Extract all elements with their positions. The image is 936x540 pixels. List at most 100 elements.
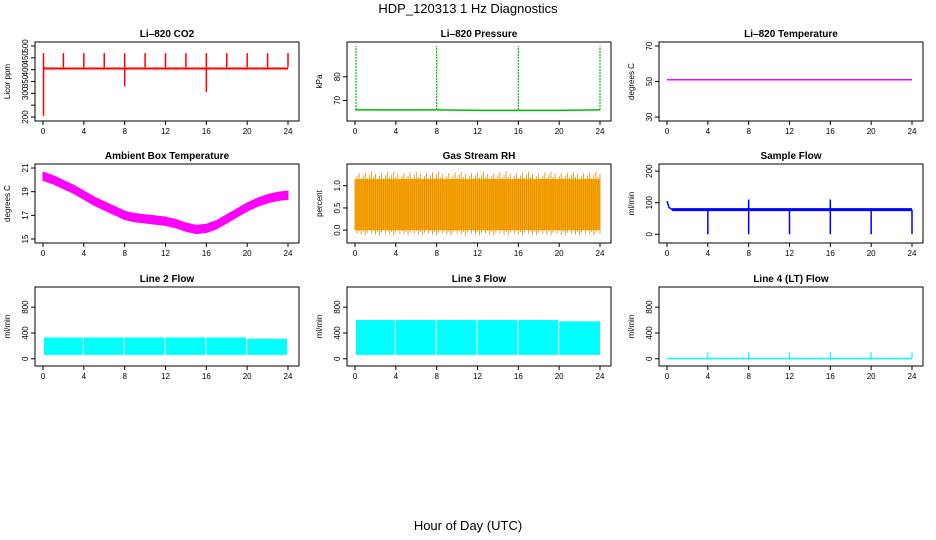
- y-axis-label: ml/min: [627, 315, 636, 339]
- x-tick-label: 0: [41, 249, 46, 258]
- chart-title: Gas Stream RH: [443, 151, 516, 162]
- x-tick-label: 24: [908, 372, 917, 381]
- flow-segment: [559, 321, 600, 355]
- x-tick-label: 12: [161, 249, 170, 258]
- x-tick-label: 20: [867, 372, 876, 381]
- y-tick-label: 0: [645, 231, 654, 236]
- x-tick-label: 24: [908, 249, 917, 258]
- x-tick-label: 16: [826, 127, 835, 136]
- y-axis-label: ml/min: [315, 315, 324, 339]
- x-tick-label: 24: [284, 127, 293, 136]
- plot-frame: [346, 286, 612, 367]
- y-tick-label: 19: [21, 187, 30, 196]
- y-tick-label: 21: [21, 163, 30, 172]
- x-tick-label: 20: [243, 127, 252, 136]
- y-tick-label: 0: [333, 356, 342, 361]
- y-axis-label: ml/min: [3, 315, 12, 339]
- x-tick-label: 8: [746, 372, 751, 381]
- x-tick-label: 4: [394, 249, 399, 258]
- x-tick-label: 16: [514, 372, 523, 381]
- x-tick-label: 4: [82, 372, 87, 381]
- panel-line-3-flow: Line 3 Flow ml/min 0 4 8 12 16 20 24 0 400 800: [315, 274, 612, 381]
- x-tick-label: 20: [555, 249, 564, 258]
- x-tick-label: 8: [434, 249, 439, 258]
- y-tick-label: 17: [21, 210, 30, 219]
- x-tick-label: 20: [243, 372, 252, 381]
- x-tick-label: 4: [394, 372, 399, 381]
- flow-segment: [247, 338, 287, 355]
- x-tick-label: 8: [746, 127, 751, 136]
- chart-title: Li–820 CO2: [140, 29, 195, 40]
- x-tick-label: 8: [434, 372, 439, 381]
- chart-title: Line 3 Flow: [452, 274, 507, 285]
- x-tick-label: 12: [473, 372, 482, 381]
- chart-title: Li–820 Temperature: [744, 29, 838, 40]
- plot-frame: [34, 286, 300, 367]
- x-tick-label: 4: [706, 127, 711, 136]
- x-tick-label: 12: [785, 372, 794, 381]
- y-tick-label: 0.0: [333, 224, 342, 236]
- x-axis-caption: Hour of Day (UTC): [413, 518, 523, 533]
- x-tick-label: 24: [596, 372, 605, 381]
- y-tick-label: 80: [333, 72, 342, 81]
- plot-frame: [658, 41, 924, 122]
- x-tick-label: 20: [555, 127, 564, 136]
- x-tick-label: 0: [665, 372, 670, 381]
- x-tick-label: 24: [596, 127, 605, 136]
- y-tick-label: 400: [21, 62, 30, 76]
- y-axis-label: percent: [315, 189, 324, 216]
- flow-segment: [124, 337, 165, 355]
- y-tick-label: 0: [21, 356, 30, 361]
- x-tick-label: 12: [785, 127, 794, 136]
- x-tick-label: 24: [596, 249, 605, 258]
- y-tick-label: 0.5: [333, 202, 342, 214]
- y-tick-label: 200: [645, 164, 654, 178]
- panel-li820-pressure: Li–820 Pressure kPa 0 4 8 12 16 20 24 70 80: [315, 29, 612, 136]
- x-tick-label: 16: [826, 249, 835, 258]
- y-tick-label: 350: [21, 74, 30, 88]
- y-tick-label: 450: [21, 51, 30, 65]
- x-tick-label: 12: [785, 249, 794, 258]
- plot-frame: [346, 163, 612, 244]
- y-tick-label: 70: [645, 41, 654, 50]
- y-tick-label: 100: [645, 195, 654, 209]
- y-tick-label: 70: [333, 95, 342, 104]
- x-tick-label: 12: [473, 249, 482, 258]
- x-tick-label: 12: [161, 127, 170, 136]
- x-tick-label: 20: [243, 249, 252, 258]
- x-tick-label: 0: [41, 127, 46, 136]
- plot-frame: [34, 41, 300, 122]
- panel-line-2-flow: Line 2 Flow ml/min 0 4 8 12 16 20 24 0 400 800: [3, 274, 300, 381]
- y-tick-label: 800: [21, 300, 30, 314]
- x-tick-label: 20: [555, 372, 564, 381]
- x-tick-label: 8: [122, 127, 127, 136]
- x-tick-label: 20: [867, 127, 876, 136]
- x-tick-label: 4: [82, 127, 87, 136]
- x-tick-label: 0: [665, 127, 670, 136]
- flow-segment: [356, 320, 395, 355]
- flow-segment: [83, 337, 124, 355]
- x-tick-label: 16: [514, 249, 523, 258]
- x-tick-label: 12: [473, 127, 482, 136]
- y-axis-label: degrees C: [3, 185, 12, 222]
- x-tick-label: 0: [353, 127, 358, 136]
- chart-title: Li–820 Pressure: [441, 29, 518, 40]
- chart-title: Ambient Box Temperature: [105, 151, 230, 162]
- panel-gas-stream-rh: Gas Stream RH percent 0 4 8 12 16 20 24 0.0 0.5 1.0: [315, 151, 612, 258]
- x-tick-label: 4: [706, 249, 711, 258]
- x-tick-label: 16: [202, 127, 211, 136]
- x-tick-label: 24: [908, 127, 917, 136]
- plot-frame: [658, 286, 924, 367]
- x-tick-label: 8: [122, 372, 127, 381]
- y-axis-label: degrees C: [627, 63, 636, 100]
- panel-sample-flow: Sample Flow ml/min 0 4 8 12 16 20 24 0 100 200: [627, 151, 924, 258]
- y-tick-label: 50: [645, 77, 654, 86]
- y-axis-label: kPa: [315, 74, 324, 88]
- x-tick-label: 16: [826, 372, 835, 381]
- x-tick-label: 8: [746, 249, 751, 258]
- chart-title: Line 4 (LT) Flow: [753, 274, 829, 285]
- y-tick-label: 30: [645, 112, 654, 121]
- plot-frame: [346, 41, 612, 122]
- x-tick-label: 4: [394, 127, 399, 136]
